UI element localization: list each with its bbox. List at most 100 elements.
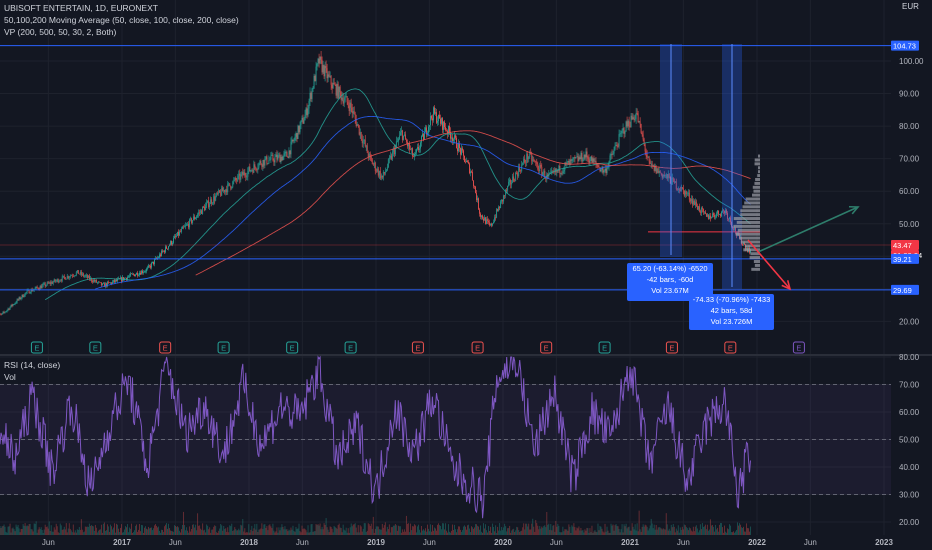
candle-body — [309, 92, 311, 102]
candle-body — [0, 314, 2, 315]
volume-bar — [513, 528, 515, 535]
price-tag-label: 104.73 — [893, 42, 916, 51]
volume-bar — [126, 527, 127, 535]
candle-body — [123, 277, 124, 281]
volume-bar — [454, 524, 455, 535]
candle-body — [338, 86, 340, 98]
candle-body — [508, 181, 510, 186]
candle-body — [204, 207, 206, 211]
candle-body — [290, 141, 292, 155]
candle-body — [695, 201, 697, 206]
volume-bar — [53, 527, 55, 535]
volume-bar — [657, 527, 659, 535]
volume-bar — [702, 526, 704, 535]
volume-bar — [626, 528, 628, 535]
candle-body — [282, 156, 284, 161]
volume-bar — [623, 524, 625, 535]
candle-body — [11, 304, 13, 306]
candle-body — [537, 164, 539, 170]
volume-bar — [141, 524, 142, 535]
volume-bar — [448, 524, 449, 535]
volume-bar — [519, 531, 521, 535]
volume-bar — [276, 527, 278, 535]
candle-body — [320, 56, 322, 60]
volume-profile-bar — [736, 220, 760, 224]
volume-bar — [551, 530, 553, 535]
volume-bar — [367, 523, 369, 535]
volume-bar — [72, 524, 74, 535]
candle-body — [278, 154, 280, 156]
volume-bar — [451, 530, 452, 535]
candle-body — [128, 276, 129, 278]
candle-body — [691, 198, 693, 205]
volume-bar — [23, 525, 25, 535]
volume-bar — [642, 524, 644, 535]
candle-body — [712, 213, 714, 215]
candle-body — [620, 133, 622, 134]
volume-bar — [323, 523, 325, 535]
volume-profile-legend[interactable]: VP (200, 500, 50, 30, 2, Both) — [4, 27, 117, 37]
volume-bar — [594, 530, 596, 535]
volume-bar — [426, 531, 427, 535]
volume-bar — [231, 523, 233, 535]
volume-bar — [512, 529, 514, 535]
candle-body — [228, 183, 230, 184]
candle-body — [437, 121, 438, 123]
candle-body — [459, 143, 460, 149]
volume-bar — [195, 524, 197, 535]
volume-bar — [607, 530, 609, 535]
candle-body — [149, 265, 150, 267]
volume-bar — [501, 527, 503, 535]
candle-body — [505, 190, 507, 196]
volume-bar — [63, 526, 65, 535]
volume-bar — [680, 529, 682, 535]
candle-body — [493, 221, 495, 224]
volume-bar — [16, 526, 18, 535]
volume-bar — [723, 525, 725, 535]
volume-bar — [70, 530, 72, 535]
volume-bar — [18, 528, 20, 535]
candle-body — [385, 169, 387, 172]
rsi-legend[interactable]: RSI (14, close) — [4, 360, 61, 370]
volume-bar — [111, 529, 113, 535]
candle-body — [132, 273, 133, 275]
volume-legend[interactable]: Vol — [4, 372, 16, 382]
candle-body — [288, 150, 290, 158]
candle-body — [113, 280, 115, 283]
candle-body — [263, 160, 265, 166]
candle-body — [158, 257, 159, 259]
candle-body — [714, 216, 716, 218]
candle-body — [223, 190, 225, 192]
measure-box-2[interactable]: -74.33 (-70.96%) -7433 42 bars, 58d Vol … — [689, 294, 774, 330]
volume-bar — [343, 529, 345, 535]
volume-bar — [424, 530, 425, 535]
volume-bar — [40, 527, 42, 535]
volume-bar — [364, 523, 366, 535]
candle-body — [669, 177, 671, 184]
candle-body — [426, 127, 427, 135]
volume-bar — [62, 529, 64, 535]
candle-body — [546, 174, 548, 179]
rsi-tick-label: 60.00 — [899, 408, 920, 417]
volume-bar — [672, 524, 674, 535]
volume-bar — [273, 530, 275, 535]
candle-body — [314, 76, 316, 82]
volume-bar — [167, 528, 168, 535]
candle-body — [436, 112, 437, 123]
volume-bar — [700, 529, 702, 535]
candle-body — [367, 152, 369, 158]
volume-bar — [423, 529, 424, 535]
volume-bar — [275, 531, 277, 535]
volume-bar — [696, 528, 698, 535]
moving-average-legend[interactable]: 50,100,200 Moving Average (50, close, 10… — [4, 15, 239, 25]
volume-bar — [358, 532, 360, 535]
volume-bar — [256, 523, 258, 535]
projection-arrow-down — [747, 239, 791, 290]
candle-body — [687, 192, 689, 194]
candle-body — [455, 135, 456, 138]
candle-body — [403, 134, 405, 136]
volume-bar — [427, 524, 428, 535]
price-tag — [891, 240, 919, 251]
candle-body — [466, 160, 467, 163]
